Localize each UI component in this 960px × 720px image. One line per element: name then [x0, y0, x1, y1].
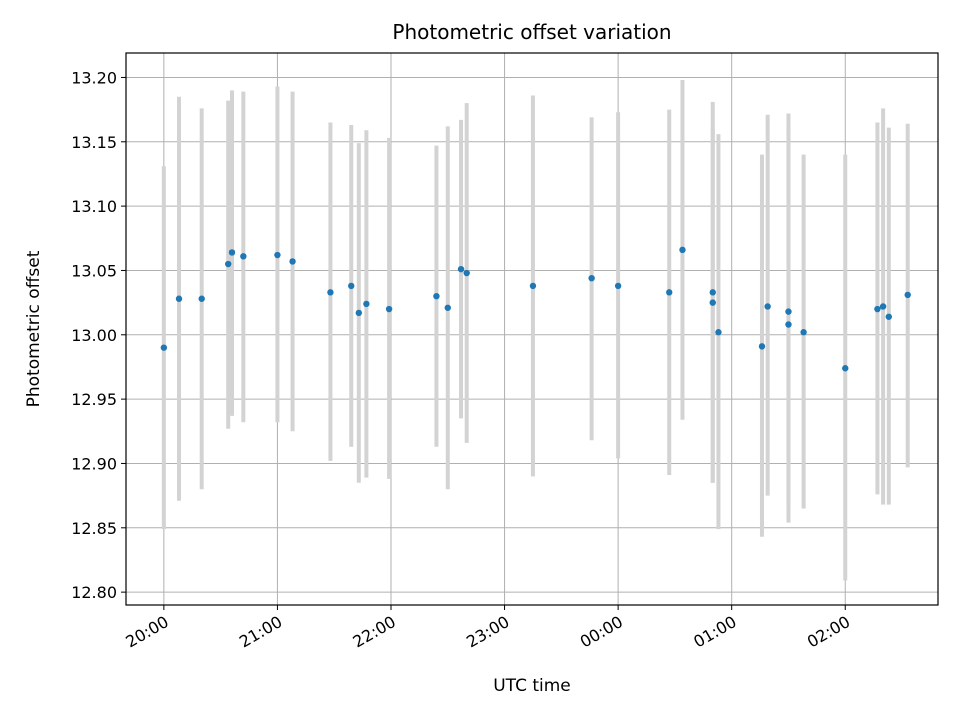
data-point	[444, 304, 451, 311]
data-point	[679, 246, 686, 254]
y-axis-title: Photometric offset	[24, 250, 44, 407]
x-tick-label: 21:00	[236, 612, 285, 652]
y-tick-label: 13.10	[71, 197, 117, 216]
data-point	[327, 289, 334, 296]
data-point	[225, 260, 232, 268]
data-point	[715, 329, 722, 336]
data-point	[348, 282, 355, 290]
data-point	[433, 292, 440, 300]
data-point	[160, 344, 168, 351]
chart-title: Photometric offset variation	[392, 20, 671, 44]
y-tick-label: 13.15	[71, 133, 117, 152]
data-point	[363, 300, 370, 308]
data-points	[160, 246, 911, 372]
data-point	[463, 269, 470, 277]
data-point	[709, 299, 716, 306]
error-bars	[161, 80, 910, 581]
x-tick-label: 22:00	[350, 612, 399, 652]
data-point	[228, 249, 236, 256]
data-point	[764, 303, 771, 310]
data-point	[529, 282, 537, 290]
data-point	[842, 365, 849, 372]
data-point	[758, 343, 766, 350]
data-point	[274, 251, 281, 259]
y-axis: 12.80 12.85 12.90 12.95 13.00 13.05 13.10 13.15…	[71, 68, 126, 602]
y-tick-label: 13.00	[71, 326, 117, 345]
data-point	[904, 291, 911, 299]
data-point	[240, 253, 247, 260]
y-tick-label: 13.05	[71, 261, 117, 280]
x-tick-label: 20:00	[122, 612, 171, 652]
x-tick-label: 02:00	[804, 612, 853, 652]
data-point	[385, 305, 393, 313]
y-tick-label: 12.90	[71, 454, 117, 473]
y-tick-label: 13.20	[71, 68, 117, 87]
data-point	[289, 258, 296, 265]
data-point	[588, 274, 595, 282]
data-point	[885, 313, 892, 320]
data-point	[874, 305, 881, 313]
x-tick-label: 23:00	[463, 612, 512, 652]
y-tick-label: 12.80	[71, 583, 117, 602]
x-axis: 20:00 21:00 22:00 23:00 00:00 01:00 02:00	[122, 605, 853, 652]
data-point	[175, 295, 183, 302]
x-tick-label: 00:00	[577, 612, 626, 652]
data-point	[800, 329, 807, 336]
data-point	[785, 321, 792, 328]
data-point	[709, 289, 716, 296]
data-point	[198, 295, 205, 302]
data-point	[879, 303, 887, 310]
x-tick-label: 01:00	[690, 612, 739, 652]
data-point	[785, 308, 792, 315]
data-point	[457, 265, 465, 273]
data-point	[355, 309, 363, 317]
plot-frame	[125, 52, 939, 606]
x-axis-title: UTC time	[493, 676, 571, 696]
y-tick-label: 12.95	[71, 390, 117, 409]
y-tick-label: 12.85	[71, 519, 117, 538]
data-point	[666, 289, 673, 296]
data-point	[614, 282, 622, 290]
